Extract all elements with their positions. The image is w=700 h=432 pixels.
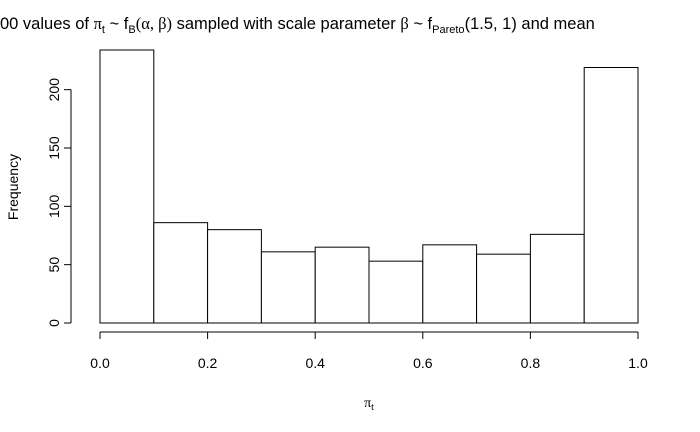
- y-axis: 0 50 100 150 200: [46, 78, 72, 327]
- x-tick-label: 0.8: [521, 355, 541, 371]
- y-tick-label: 100: [46, 194, 62, 218]
- x-axis: 0.0 0.2 0.4 0.6 0.8 1.0: [90, 331, 648, 371]
- histogram-bar: [314, 246, 370, 324]
- y-tick-label: 150: [46, 136, 62, 160]
- histogram-bar: [368, 260, 424, 324]
- histogram-bar: [260, 251, 316, 324]
- histogram-bar: [153, 222, 209, 324]
- histogram-bar: [476, 253, 531, 324]
- y-tick-label: 50: [46, 257, 62, 273]
- chart-title: 00 values of πt ~ fB(α, β) sampled with …: [0, 14, 595, 36]
- histogram-bar: [529, 233, 585, 324]
- x-tick-label: 0.2: [198, 355, 218, 371]
- x-axis-label: πt: [364, 396, 374, 413]
- x-tick-label: 0.6: [413, 355, 433, 371]
- x-tick-label: 0.4: [305, 355, 325, 371]
- x-tick-label: 1.0: [628, 355, 648, 371]
- y-tick-label: 200: [46, 78, 62, 102]
- histogram-bar: [583, 67, 639, 324]
- x-tick-label: 0.0: [90, 355, 110, 371]
- histogram-bar: [422, 244, 478, 324]
- y-tick-label: 0: [46, 319, 62, 327]
- y-axis-label: Frequency: [5, 154, 21, 220]
- histogram-bar: [99, 49, 155, 324]
- histogram-bar: [207, 229, 262, 324]
- bars-group: [99, 49, 639, 324]
